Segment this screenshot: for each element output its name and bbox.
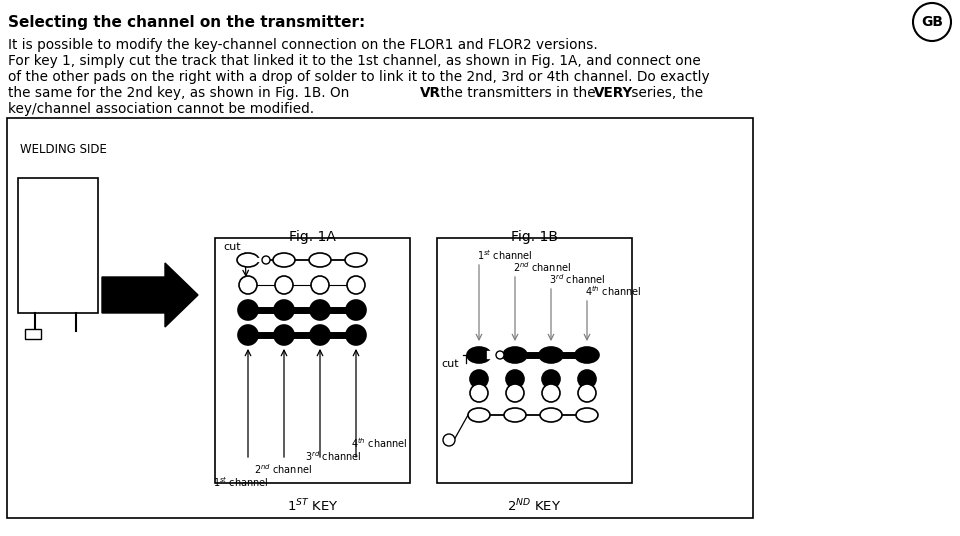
- Text: For key 1, simply cut the track that linked it to the 1st channel, as shown in F: For key 1, simply cut the track that lin…: [8, 54, 701, 68]
- Circle shape: [310, 300, 330, 320]
- Text: 1$^{ST}$ KEY: 1$^{ST}$ KEY: [287, 498, 338, 515]
- Ellipse shape: [273, 253, 295, 267]
- Ellipse shape: [345, 253, 367, 267]
- Text: cut: cut: [223, 242, 241, 252]
- Text: VERY: VERY: [594, 86, 634, 100]
- Circle shape: [238, 300, 258, 320]
- Text: Selecting the channel on the transmitter:: Selecting the channel on the transmitter…: [8, 15, 365, 30]
- Text: It is possible to modify the key-channel connection on the FLOR1 and FLOR2 versi: It is possible to modify the key-channel…: [8, 38, 598, 52]
- Ellipse shape: [576, 408, 598, 422]
- Ellipse shape: [504, 408, 526, 422]
- Polygon shape: [102, 263, 198, 327]
- Circle shape: [506, 370, 524, 388]
- Text: 4$^{th}$ channel: 4$^{th}$ channel: [351, 436, 407, 450]
- Circle shape: [274, 300, 294, 320]
- Ellipse shape: [503, 347, 527, 363]
- Ellipse shape: [467, 347, 491, 363]
- Text: 2$^{nd}$ channel: 2$^{nd}$ channel: [513, 260, 571, 274]
- Circle shape: [346, 325, 366, 345]
- Bar: [437, 238, 632, 483]
- Circle shape: [470, 384, 488, 402]
- Circle shape: [542, 384, 560, 402]
- Text: 3$^{rd}$ channel: 3$^{rd}$ channel: [549, 272, 606, 286]
- Text: cut: cut: [441, 359, 459, 369]
- Circle shape: [262, 256, 270, 264]
- Text: the transmitters in the: the transmitters in the: [436, 86, 600, 100]
- Bar: [18, 178, 98, 313]
- Circle shape: [496, 351, 504, 359]
- Text: Fig. 1A: Fig. 1A: [289, 230, 336, 244]
- Text: 1$^{st}$ channel: 1$^{st}$ channel: [477, 248, 533, 262]
- Circle shape: [310, 325, 330, 345]
- Circle shape: [578, 384, 596, 402]
- Circle shape: [542, 370, 560, 388]
- Text: 2$^{nd}$ channel: 2$^{nd}$ channel: [254, 462, 312, 476]
- Bar: [25, 329, 41, 339]
- Ellipse shape: [468, 408, 490, 422]
- Text: GB: GB: [921, 15, 943, 29]
- Text: 1$^{st}$ channel: 1$^{st}$ channel: [213, 475, 269, 489]
- Circle shape: [274, 325, 294, 345]
- Circle shape: [506, 384, 524, 402]
- Circle shape: [239, 276, 257, 294]
- Bar: [7, 118, 753, 518]
- Ellipse shape: [539, 347, 563, 363]
- Text: key/channel association cannot be modified.: key/channel association cannot be modifi…: [8, 102, 314, 116]
- Circle shape: [470, 370, 488, 388]
- Text: VR: VR: [420, 86, 441, 100]
- Circle shape: [347, 276, 365, 294]
- Text: 3$^{rd}$ channel: 3$^{rd}$ channel: [305, 449, 362, 463]
- Text: the same for the 2nd key, as shown in Fig. 1B. On: the same for the 2nd key, as shown in Fi…: [8, 86, 353, 100]
- Bar: [215, 238, 410, 483]
- Ellipse shape: [237, 253, 259, 267]
- Text: Fig. 1B: Fig. 1B: [511, 230, 558, 244]
- Text: 2$^{ND}$ KEY: 2$^{ND}$ KEY: [507, 498, 562, 515]
- Ellipse shape: [540, 408, 562, 422]
- Circle shape: [346, 300, 366, 320]
- Text: series, the: series, the: [627, 86, 703, 100]
- Text: of the other pads on the right with a drop of solder to link it to the 2nd, 3rd : of the other pads on the right with a dr…: [8, 70, 709, 84]
- Text: 4$^{th}$ channel: 4$^{th}$ channel: [585, 284, 641, 298]
- Circle shape: [311, 276, 329, 294]
- Circle shape: [238, 325, 258, 345]
- Circle shape: [275, 276, 293, 294]
- Ellipse shape: [309, 253, 331, 267]
- Ellipse shape: [575, 347, 599, 363]
- Text: WELDING SIDE: WELDING SIDE: [20, 143, 107, 156]
- Circle shape: [578, 370, 596, 388]
- Circle shape: [443, 434, 455, 446]
